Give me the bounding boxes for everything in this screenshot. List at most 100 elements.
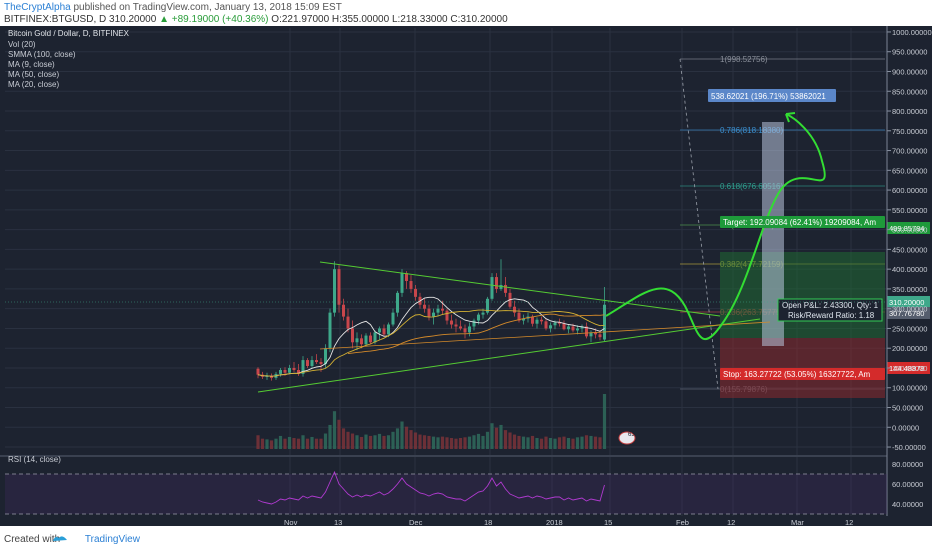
projection-path xyxy=(605,113,826,340)
candle-body xyxy=(405,273,408,282)
candle-body xyxy=(423,304,426,309)
symbol-label: BITFINEX:BTGUSD, D xyxy=(4,14,107,25)
volume-bar xyxy=(296,438,301,449)
volume-bar xyxy=(449,438,454,449)
candle-body xyxy=(310,360,314,367)
candle-body xyxy=(400,273,404,293)
candle-body xyxy=(495,277,498,289)
candle-body xyxy=(315,360,318,363)
time-tick-label: Mar xyxy=(791,518,804,526)
volume-bar xyxy=(373,435,377,449)
tradingview-brand[interactable]: TradingView xyxy=(84,534,140,545)
price-tick-label: 50.00000 xyxy=(892,404,923,413)
candlesticks xyxy=(256,259,606,381)
time-tick-label: Nov xyxy=(284,518,298,526)
time-tick-label: 12 xyxy=(727,518,735,526)
last-price: 310.20000 xyxy=(109,14,157,25)
volume-bar xyxy=(575,437,580,449)
price-tick-label: 850.00000 xyxy=(892,87,927,96)
candle-body xyxy=(333,269,336,313)
volume-bar xyxy=(269,440,274,449)
volume-bar xyxy=(580,436,584,449)
candle-body xyxy=(603,304,606,340)
candle-body xyxy=(463,328,467,333)
volume-bar xyxy=(499,424,503,449)
price-change: +89.19000 (+40.36%) xyxy=(171,14,269,25)
price-chart-svg[interactable]: 0(155.79876)0.236(263.75775)0.382(477.72… xyxy=(0,26,932,527)
volume-bar xyxy=(422,435,427,449)
created-with: Created with TradingView xyxy=(4,534,140,545)
chart-area[interactable]: 0(155.79876)0.236(263.75775)0.382(477.72… xyxy=(0,26,932,527)
volume-bar xyxy=(584,435,589,449)
legend-title: Bitcoin Gold / Dollar, D, BITFINEX xyxy=(8,29,130,38)
ma-50-line xyxy=(347,313,605,355)
price-tick-label: -50.00000 xyxy=(892,443,926,452)
candle-body xyxy=(355,338,359,343)
volume-bar xyxy=(355,435,359,449)
chart-overlays: 0(155.79876)0.236(263.75775)0.382(477.72… xyxy=(5,55,930,445)
rsi-line xyxy=(257,470,605,505)
volume-bar xyxy=(494,427,499,449)
volume-bar xyxy=(440,436,445,449)
volume-bar xyxy=(508,432,512,449)
candle-body xyxy=(540,319,543,322)
volume-bar xyxy=(431,436,436,449)
volume-bar xyxy=(517,435,521,449)
price-tick-label: 1000.00000 xyxy=(892,28,932,37)
volume-bar xyxy=(332,411,337,449)
price-tick-label: 600.00000 xyxy=(892,186,927,195)
target-zone xyxy=(720,252,885,338)
candle-body xyxy=(585,326,588,337)
candle-body xyxy=(531,316,534,324)
candle-body xyxy=(256,368,260,375)
axis-tag-entry-box xyxy=(887,307,930,319)
candle-body xyxy=(468,326,471,333)
candle-body xyxy=(436,308,440,313)
price-tick-label: 450.00000 xyxy=(892,245,927,254)
candle-body xyxy=(459,326,462,329)
volume-bar xyxy=(566,438,571,449)
candle-body xyxy=(369,335,372,343)
volume-bar xyxy=(319,438,323,449)
measure-range xyxy=(762,122,784,346)
volume-bar xyxy=(400,421,404,449)
volume-bar xyxy=(265,439,269,449)
indicator-legend: Bitcoin Gold / Dollar, D, BITFINEX Vol (2… xyxy=(8,29,130,89)
price-axis[interactable]: -50.00000 0.00000 50.00000 100.00000 150.000… xyxy=(886,26,932,526)
candle-body xyxy=(477,314,480,321)
high-value: H:355.00000 xyxy=(331,14,390,25)
candle-body xyxy=(562,323,566,330)
volume-bar xyxy=(544,436,548,449)
author-link[interactable]: TheCryptAlpha xyxy=(4,2,71,13)
legend-item: Vol (20) xyxy=(8,40,36,49)
candle-body xyxy=(558,322,561,324)
legend-item: MA (9, close) xyxy=(8,60,55,69)
publish-line: TheCryptAlpha published on TradingView.c… xyxy=(4,2,342,13)
volume-bar xyxy=(386,435,391,449)
volume-bar xyxy=(548,438,553,449)
candle-body xyxy=(589,332,593,337)
footer: Created with TradingView xyxy=(0,527,932,550)
volume-bar xyxy=(503,430,508,449)
price-tick-label: 800.00000 xyxy=(892,107,927,116)
price-tick-label: 200.00000 xyxy=(892,344,927,353)
candle-body xyxy=(549,325,552,329)
volume-bar xyxy=(463,437,467,449)
candle-body xyxy=(450,320,453,325)
price-tick-label: 0.00000 xyxy=(892,423,919,432)
volume-bar xyxy=(395,428,400,449)
upper-trendline xyxy=(319,261,721,317)
time-axis[interactable]: Nov 13 Dec 18 2018 15 Feb 12 Mar 12 xyxy=(0,516,932,527)
volume-bar xyxy=(305,438,310,449)
time-tick-label: 15 xyxy=(604,518,612,526)
open-pl-label: Open P&L: 2.43300, Qty: 1 xyxy=(782,301,879,310)
candle-body xyxy=(481,312,485,315)
volume-bar xyxy=(368,435,373,449)
volume-bar xyxy=(314,438,319,449)
volume-bar xyxy=(602,394,607,449)
time-tick-label: Feb xyxy=(676,518,689,526)
volume-bars xyxy=(256,394,607,449)
price-tick-label: 350.00000 xyxy=(892,285,927,294)
axis-tag-price-box xyxy=(887,296,930,308)
measure-label-box xyxy=(708,89,836,102)
